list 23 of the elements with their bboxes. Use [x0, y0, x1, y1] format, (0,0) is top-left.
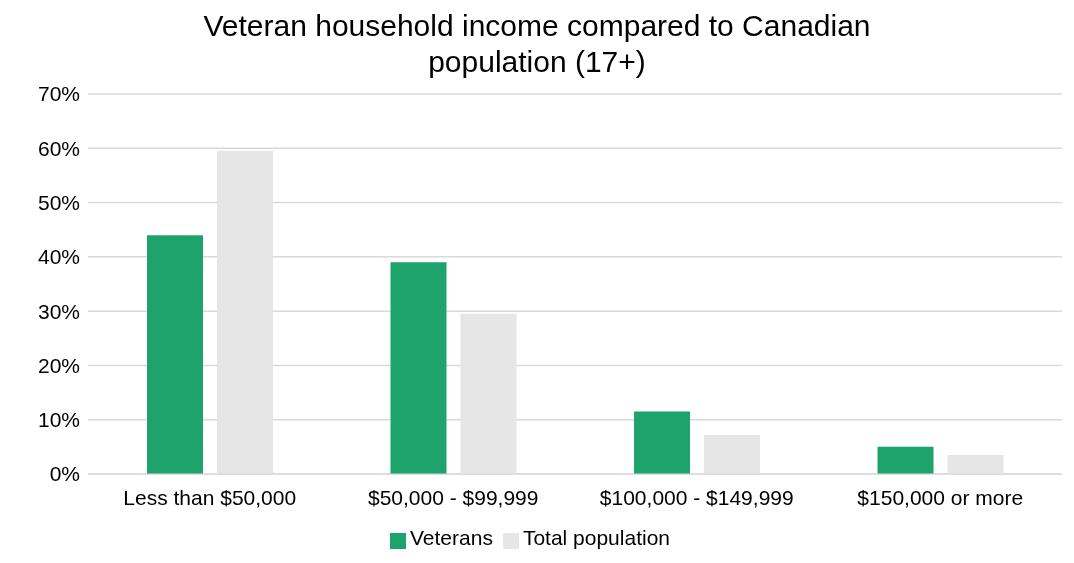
legend-label: Veterans: [409, 526, 493, 549]
y-tick-label: 10%: [37, 408, 80, 432]
y-tick-label: 30%: [37, 299, 80, 323]
bar: [390, 262, 447, 474]
bar: [634, 411, 690, 474]
y-tick-label: 40%: [37, 245, 80, 269]
bar: [704, 434, 760, 474]
x-tick-label: $150,000 or more: [857, 485, 1024, 509]
y-tick-label: 20%: [37, 353, 80, 377]
legend-label: Total population: [522, 526, 671, 549]
x-tick-label: $100,000 - $149,999: [599, 485, 794, 509]
bar: [460, 313, 517, 474]
x-tick-label: $50,000 - $99,999: [368, 485, 539, 509]
bar: [877, 446, 934, 474]
bar: [947, 455, 1004, 474]
bar: [147, 235, 203, 474]
y-tick-label: 60%: [37, 136, 80, 160]
y-tick-label: 50%: [37, 191, 80, 215]
y-tick-label: 70%: [37, 82, 80, 106]
y-tick-label: 0%: [49, 462, 80, 486]
chart-title: Veteran household income compared to Canadian population (17+): [202, 8, 872, 80]
x-tick-label: Less than $50,000: [123, 485, 297, 509]
bar: [217, 151, 273, 474]
